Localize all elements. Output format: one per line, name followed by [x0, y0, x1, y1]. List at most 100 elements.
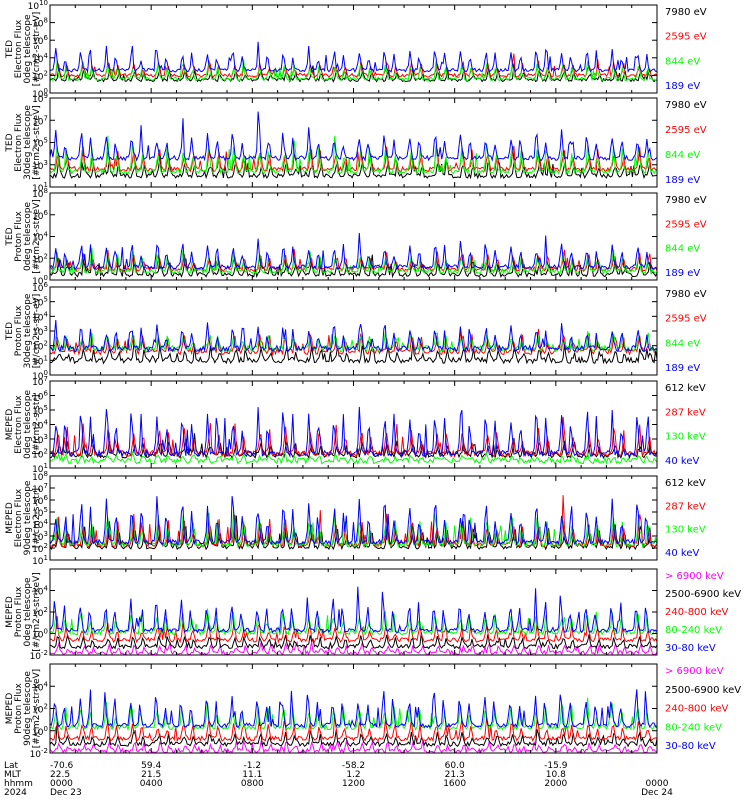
- series-line: [49, 247, 658, 276]
- legend-entry: 189 eV: [665, 268, 700, 279]
- y-tick-label: 102: [32, 252, 48, 265]
- x-axis-tick-label: Dec 24: [641, 788, 673, 798]
- legend-entry: 80-240 keV: [665, 722, 722, 733]
- y-tick-label: 104: [32, 52, 48, 65]
- y-axis-label-line: 30deg telescope: [23, 293, 33, 368]
- series-line: [49, 53, 658, 79]
- series-line: [49, 406, 658, 459]
- panel-2: 101 103 105 107 109 TED Electron Flux 30deg tel…: [5, 92, 707, 194]
- y-axis-label-line: [#/cm2-s-str-eV]: [32, 294, 42, 369]
- panel-3: 100 102 104 106 108 TED Proton Flux 0deg telesc…: [5, 187, 707, 287]
- legend-entry: 7980 eV: [665, 100, 707, 111]
- legend-entry: 287 keV: [665, 407, 706, 418]
- y-tick-label: 100: [32, 725, 48, 738]
- legend-entry: 130 keV: [665, 432, 706, 443]
- series-line: [49, 59, 658, 82]
- y-axis-label-line: TED: [5, 227, 15, 246]
- legend-entry: 2595 eV: [665, 125, 707, 136]
- x-axis-tick-label: -15.9: [544, 761, 568, 771]
- y-axis-label-line: [#/cm2-s-str-eV]: [32, 12, 42, 87]
- y-tick-label: 100: [32, 369, 48, 382]
- legend-entry: 40 keV: [665, 456, 699, 467]
- y-axis-label-line: [#/cm2-s-str-keV]: [32, 669, 42, 748]
- legend-entry: 7980 eV: [665, 195, 707, 206]
- x-axis-tick-label: 59.4: [141, 761, 161, 771]
- x-axis-row-label: 2024: [4, 788, 27, 798]
- y-tick-label: 106: [32, 281, 48, 294]
- y-tick-label: 102: [32, 340, 48, 353]
- y-axis-label-line: 0deg telescope: [23, 577, 33, 647]
- x-axis-tick-label: -70.6: [50, 761, 74, 771]
- y-tick-label: 1010: [28, 0, 48, 12]
- legend-entry: 844 eV: [665, 150, 700, 161]
- y-tick-label: 103: [32, 325, 48, 338]
- legend-entry: 7980 eV: [665, 7, 707, 18]
- series-line: [49, 41, 658, 74]
- x-axis-tick-label: 1200: [342, 779, 365, 789]
- series-line: [49, 328, 658, 357]
- series-line: [49, 156, 658, 180]
- y-tick-label: 108: [32, 470, 48, 483]
- y-axis-label-line: MEPED: [5, 596, 15, 628]
- legend-entry: 189 eV: [665, 81, 700, 92]
- y-axis-label-line: [#/cm2-s-str]: [32, 394, 42, 454]
- series-line: [49, 722, 658, 748]
- y-tick-label: 108: [32, 187, 48, 200]
- series-line: [49, 616, 658, 644]
- x-axis-tick-label: 10.8: [546, 770, 566, 780]
- x-axis-tick-label: 21.3: [445, 770, 465, 780]
- y-tick-label: 100: [32, 87, 48, 100]
- x-axis-tick-label: Dec 23: [50, 788, 82, 798]
- y-axis-label-line: 0deg telescope: [23, 14, 33, 84]
- y-tick-label: 102: [32, 448, 48, 461]
- y-tick-label: 103: [32, 433, 48, 446]
- y-axis-label-line: 90deg telescope: [23, 671, 33, 746]
- x-axis-tick-label: 60.0: [445, 761, 465, 771]
- legend-entry: 240-800 keV: [665, 704, 729, 715]
- x-axis-row-label: Lat: [4, 761, 19, 771]
- y-tick-label: 104: [32, 231, 48, 244]
- y-tick-label: 102: [32, 606, 48, 619]
- y-tick-label: 104: [32, 680, 48, 693]
- y-tick-label: 102: [32, 542, 48, 555]
- x-axis-tick-label: -58.2: [342, 761, 365, 771]
- y-axis-label-line: Proton Flux: [14, 586, 24, 637]
- y-axis-label-line: MEPED: [5, 502, 15, 534]
- y-axis-label-line: MEPED: [5, 409, 15, 441]
- y-axis-label-line: [#/cm2-s-str]: [32, 488, 42, 548]
- y-tick-label: 105: [32, 404, 48, 417]
- x-axis-tick-label: 0400: [140, 779, 163, 789]
- y-tick-label: 100: [32, 628, 48, 641]
- legend-entry: > 6900 keV: [665, 666, 724, 677]
- legend-entry: 240-800 keV: [665, 607, 729, 618]
- x-axis-tick-label: 11.1: [242, 770, 262, 780]
- legend-entry: 2500-6900 keV: [665, 685, 741, 696]
- series-line: [49, 319, 658, 353]
- y-axis-label-line: TED: [5, 322, 15, 341]
- y-axis-label-line: [#/cm2-s-str-eV]: [32, 199, 42, 274]
- legend-entry: > 6900 keV: [665, 571, 724, 582]
- y-tick-label: 103: [32, 159, 48, 172]
- x-axis-row-label: hhmm: [4, 779, 33, 789]
- series-line: [49, 689, 658, 729]
- y-axis-label-line: Proton Flux: [14, 305, 24, 356]
- legend-entry: 612 keV: [665, 383, 706, 394]
- legend-entry: 844 eV: [665, 338, 700, 349]
- y-axis-label-line: 90deg telescope: [23, 480, 33, 555]
- y-axis-label-line: MEPED: [5, 693, 15, 725]
- y-axis-label-line: 0deg telescope: [23, 390, 33, 460]
- legend-entry: 40 keV: [665, 548, 699, 559]
- y-tick-label: 101: [32, 462, 48, 475]
- y-tick-label: 104: [32, 585, 48, 598]
- y-axis-label-line: Electron Flux: [14, 19, 24, 78]
- x-axis-row-label: MLT: [4, 770, 22, 780]
- series-line: [49, 586, 658, 634]
- legend-entry: 2595 eV: [665, 314, 707, 325]
- y-tick-label: 105: [32, 506, 48, 519]
- panel-7: 10-2 100 102 104 MEPED Proton Flux 0deg telesc…: [5, 568, 741, 662]
- y-tick-label: 106: [32, 494, 48, 507]
- y-tick-label: 100: [32, 274, 48, 287]
- y-tick-label: 10-2: [30, 649, 48, 662]
